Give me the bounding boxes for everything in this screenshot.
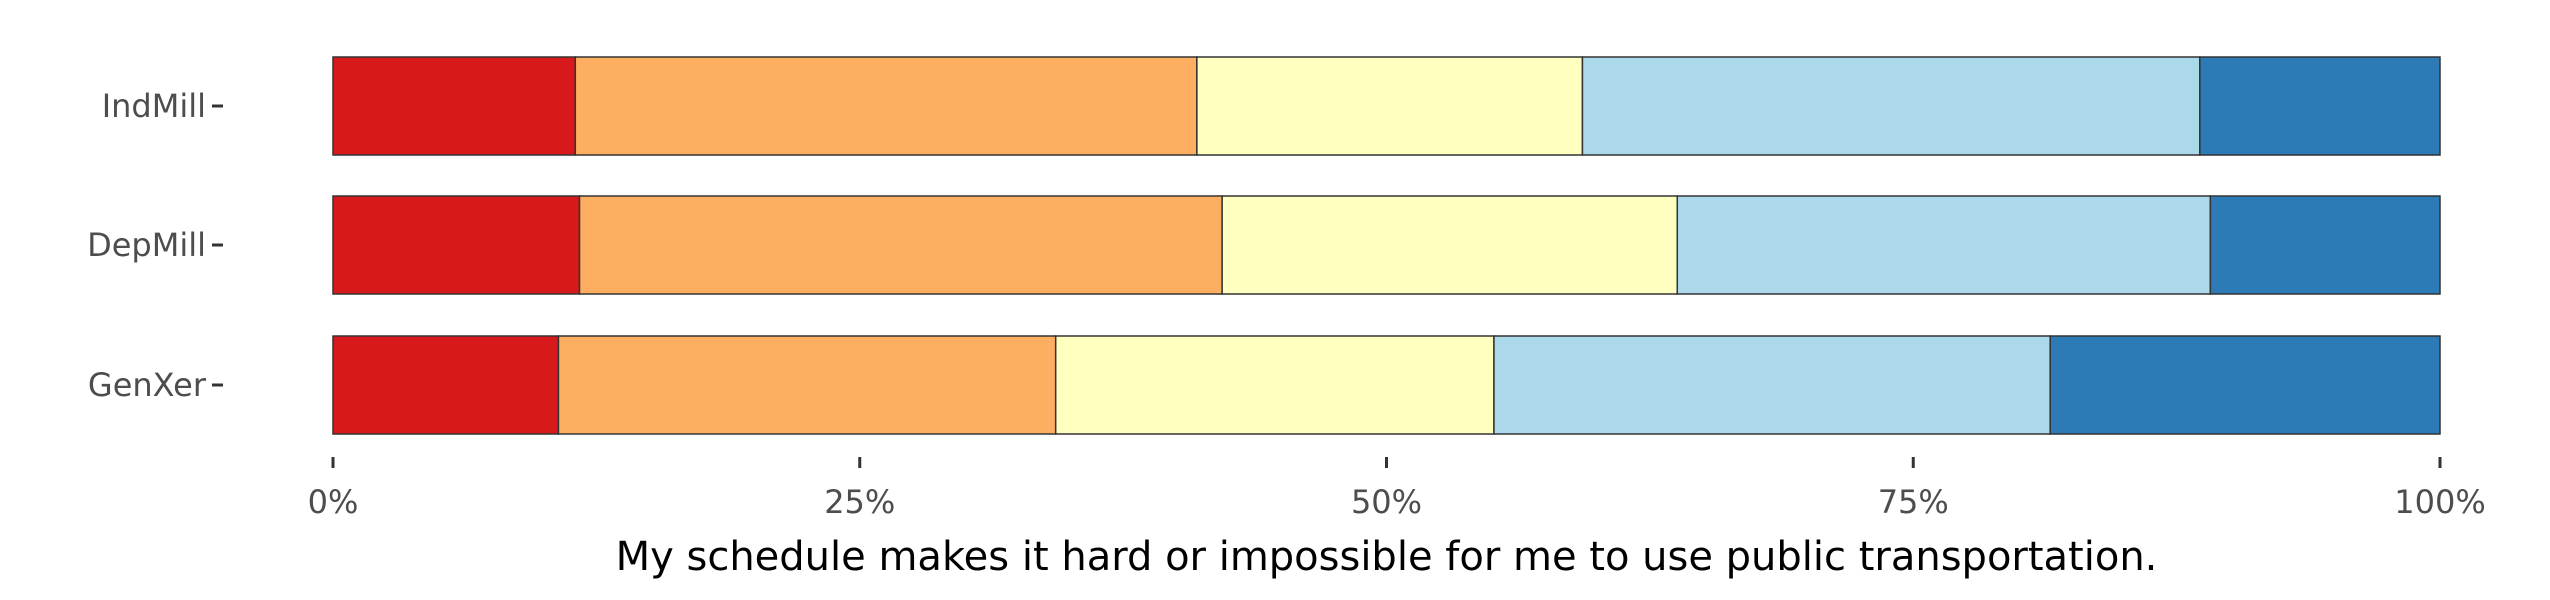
bar-segment-depmill-2: [578, 195, 1223, 295]
bar-segment-indmill-4: [1581, 56, 2201, 156]
bar-segment-depmill-1: [332, 195, 581, 295]
bar-segment-genxer-1: [332, 335, 560, 435]
x-tick-label: 0%: [308, 483, 359, 521]
bar-segment-indmill-5: [2199, 56, 2441, 156]
bar-segment-indmill-2: [574, 56, 1198, 156]
y-tick-label: GenXer: [88, 366, 207, 404]
bar-segment-genxer-4: [1493, 335, 2051, 435]
x-axis: 0% 25% 50% 75% 100%: [308, 457, 2486, 521]
y-axis: IndMill DepMill GenXer: [87, 87, 223, 404]
bar-segment-depmill-3: [1221, 195, 1679, 295]
x-tick-label: 25%: [824, 483, 895, 521]
bar-segment-indmill-3: [1196, 56, 1584, 156]
bar-segment-genxer-5: [2049, 335, 2441, 435]
bar-segment-depmill-4: [1676, 195, 2212, 295]
bar-segment-indmill-1: [332, 56, 577, 156]
x-tick-label: 100%: [2394, 483, 2485, 521]
bars-layer: [332, 56, 2441, 435]
x-tick-label: 50%: [1351, 483, 1422, 521]
bar-segment-genxer-3: [1054, 335, 1495, 435]
bar-segment-depmill-5: [2209, 195, 2441, 295]
x-axis-title: My schedule makes it hard or impossible …: [616, 534, 2158, 580]
y-tick-label: IndMill: [102, 87, 206, 125]
y-tick-label: DepMill: [87, 226, 206, 264]
bar-segment-genxer-2: [557, 335, 1057, 435]
x-tick-label: 75%: [1878, 483, 1949, 521]
